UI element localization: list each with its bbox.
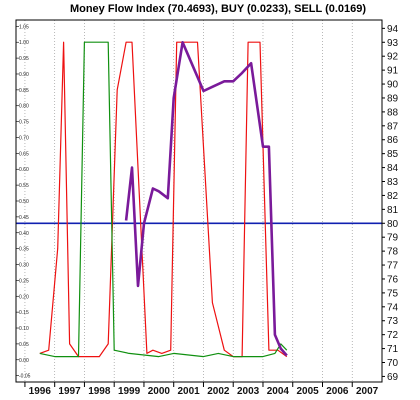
right-tick-label: 82 bbox=[387, 191, 399, 202]
right-tick-label: 84 bbox=[387, 163, 399, 174]
right-tick-label: 71 bbox=[387, 344, 399, 355]
left-tick-label: 0.65 bbox=[19, 151, 29, 157]
left-tick-label: 0.40 bbox=[19, 231, 29, 237]
x-tick-label-1999: 1999 bbox=[118, 386, 141, 397]
right-tick-label: 86 bbox=[387, 135, 399, 146]
right-tick-label: 78 bbox=[387, 247, 399, 258]
right-tick-label: 93 bbox=[387, 38, 399, 49]
right-tick-label: 75 bbox=[387, 288, 399, 299]
right-tick-label: 77 bbox=[387, 261, 399, 272]
right-tick-label: 83 bbox=[387, 177, 399, 188]
right-tick-label: 74 bbox=[387, 302, 399, 313]
left-tick-label: 0.85 bbox=[19, 88, 29, 94]
left-tick-label: 1.05 bbox=[19, 24, 29, 30]
left-tick-label: 0.95 bbox=[19, 56, 29, 62]
left-tick-label: 0.60 bbox=[19, 167, 29, 173]
x-tick-label-2005: 2005 bbox=[296, 386, 319, 397]
x-tick-label-2006: 2006 bbox=[326, 386, 349, 397]
x-axis: 1996 1997 1998 1999 2000 2001 2002 2003 2004 2005… bbox=[24, 382, 379, 397]
x-tick-label-2000: 2000 bbox=[148, 386, 171, 397]
left-tick-label: 0.15 bbox=[19, 310, 29, 316]
left-tick-label: 0.45 bbox=[19, 215, 29, 221]
right-tick-label: 94 bbox=[387, 24, 399, 35]
x-tick-label-2004: 2004 bbox=[267, 386, 290, 397]
right-tick-label: 81 bbox=[387, 205, 399, 216]
left-tick-label: -0.05 bbox=[19, 374, 31, 380]
right-tick-label: 88 bbox=[387, 107, 399, 118]
x-tick-label-2002: 2002 bbox=[207, 386, 230, 397]
series-line-3 bbox=[124, 40, 288, 357]
left-tick-label: 0.70 bbox=[19, 135, 29, 141]
left-tick-label: 0.05 bbox=[19, 342, 29, 348]
x-tick-label-2003: 2003 bbox=[237, 386, 260, 397]
right-tick-label: 69 bbox=[387, 372, 399, 383]
right-tick-label: 76 bbox=[387, 274, 399, 285]
right-tick-label: 80 bbox=[387, 219, 399, 230]
right-tick-label: 92 bbox=[387, 52, 399, 63]
x-tick-label-2001: 2001 bbox=[177, 386, 200, 397]
right-tick-label: 79 bbox=[387, 233, 399, 244]
left-tick-label: 0.35 bbox=[19, 247, 29, 253]
left-tick-label: 0.75 bbox=[19, 120, 29, 126]
left-tick-label: 0.25 bbox=[19, 278, 29, 284]
left-tick-label: 0.90 bbox=[19, 72, 29, 78]
right-tick-label: 72 bbox=[387, 330, 399, 341]
right-tick-label: 85 bbox=[387, 149, 399, 160]
x-tick-label-1996: 1996 bbox=[29, 386, 52, 397]
left-tick-label: 1.00 bbox=[19, 40, 29, 46]
series-lines bbox=[39, 40, 288, 358]
left-tick-label: 0.30 bbox=[19, 263, 29, 269]
x-tick-label-2007: 2007 bbox=[356, 386, 379, 397]
x-tick-label-1998: 1998 bbox=[88, 386, 111, 397]
grid-lines bbox=[24, 20, 353, 382]
right-tick-label: 87 bbox=[387, 121, 399, 132]
right-tick-label: 70 bbox=[387, 358, 399, 369]
left-tick-label: 0.10 bbox=[19, 326, 29, 332]
left-axis: 1.05 1.00 0.95 0.90 0.85 0.80 0.75 0.70 0.65 0.60… bbox=[16, 24, 31, 380]
x-tick-label-1997: 1997 bbox=[58, 386, 81, 397]
right-tick-label: 91 bbox=[387, 66, 399, 77]
left-tick-label: 0.20 bbox=[19, 294, 29, 300]
left-tick-label: 0.55 bbox=[19, 183, 29, 189]
left-tick-label: 0.00 bbox=[19, 358, 29, 364]
left-tick-label: 0.80 bbox=[19, 104, 29, 110]
right-tick-label: 89 bbox=[387, 93, 399, 104]
left-tick-label: 0.50 bbox=[19, 199, 29, 205]
right-tick-label: 90 bbox=[387, 80, 399, 91]
series-line-2 bbox=[39, 41, 288, 358]
chart-title: Money Flow Index (70.4693), BUY (0.0233)… bbox=[70, 3, 366, 15]
right-axis: 94 93 92 91 90 89 88 87 86 85 84 83 82 81 80 79 78 77 76 75… bbox=[382, 24, 399, 383]
series-line-1 bbox=[39, 41, 288, 358]
right-tick-label: 73 bbox=[387, 316, 399, 327]
